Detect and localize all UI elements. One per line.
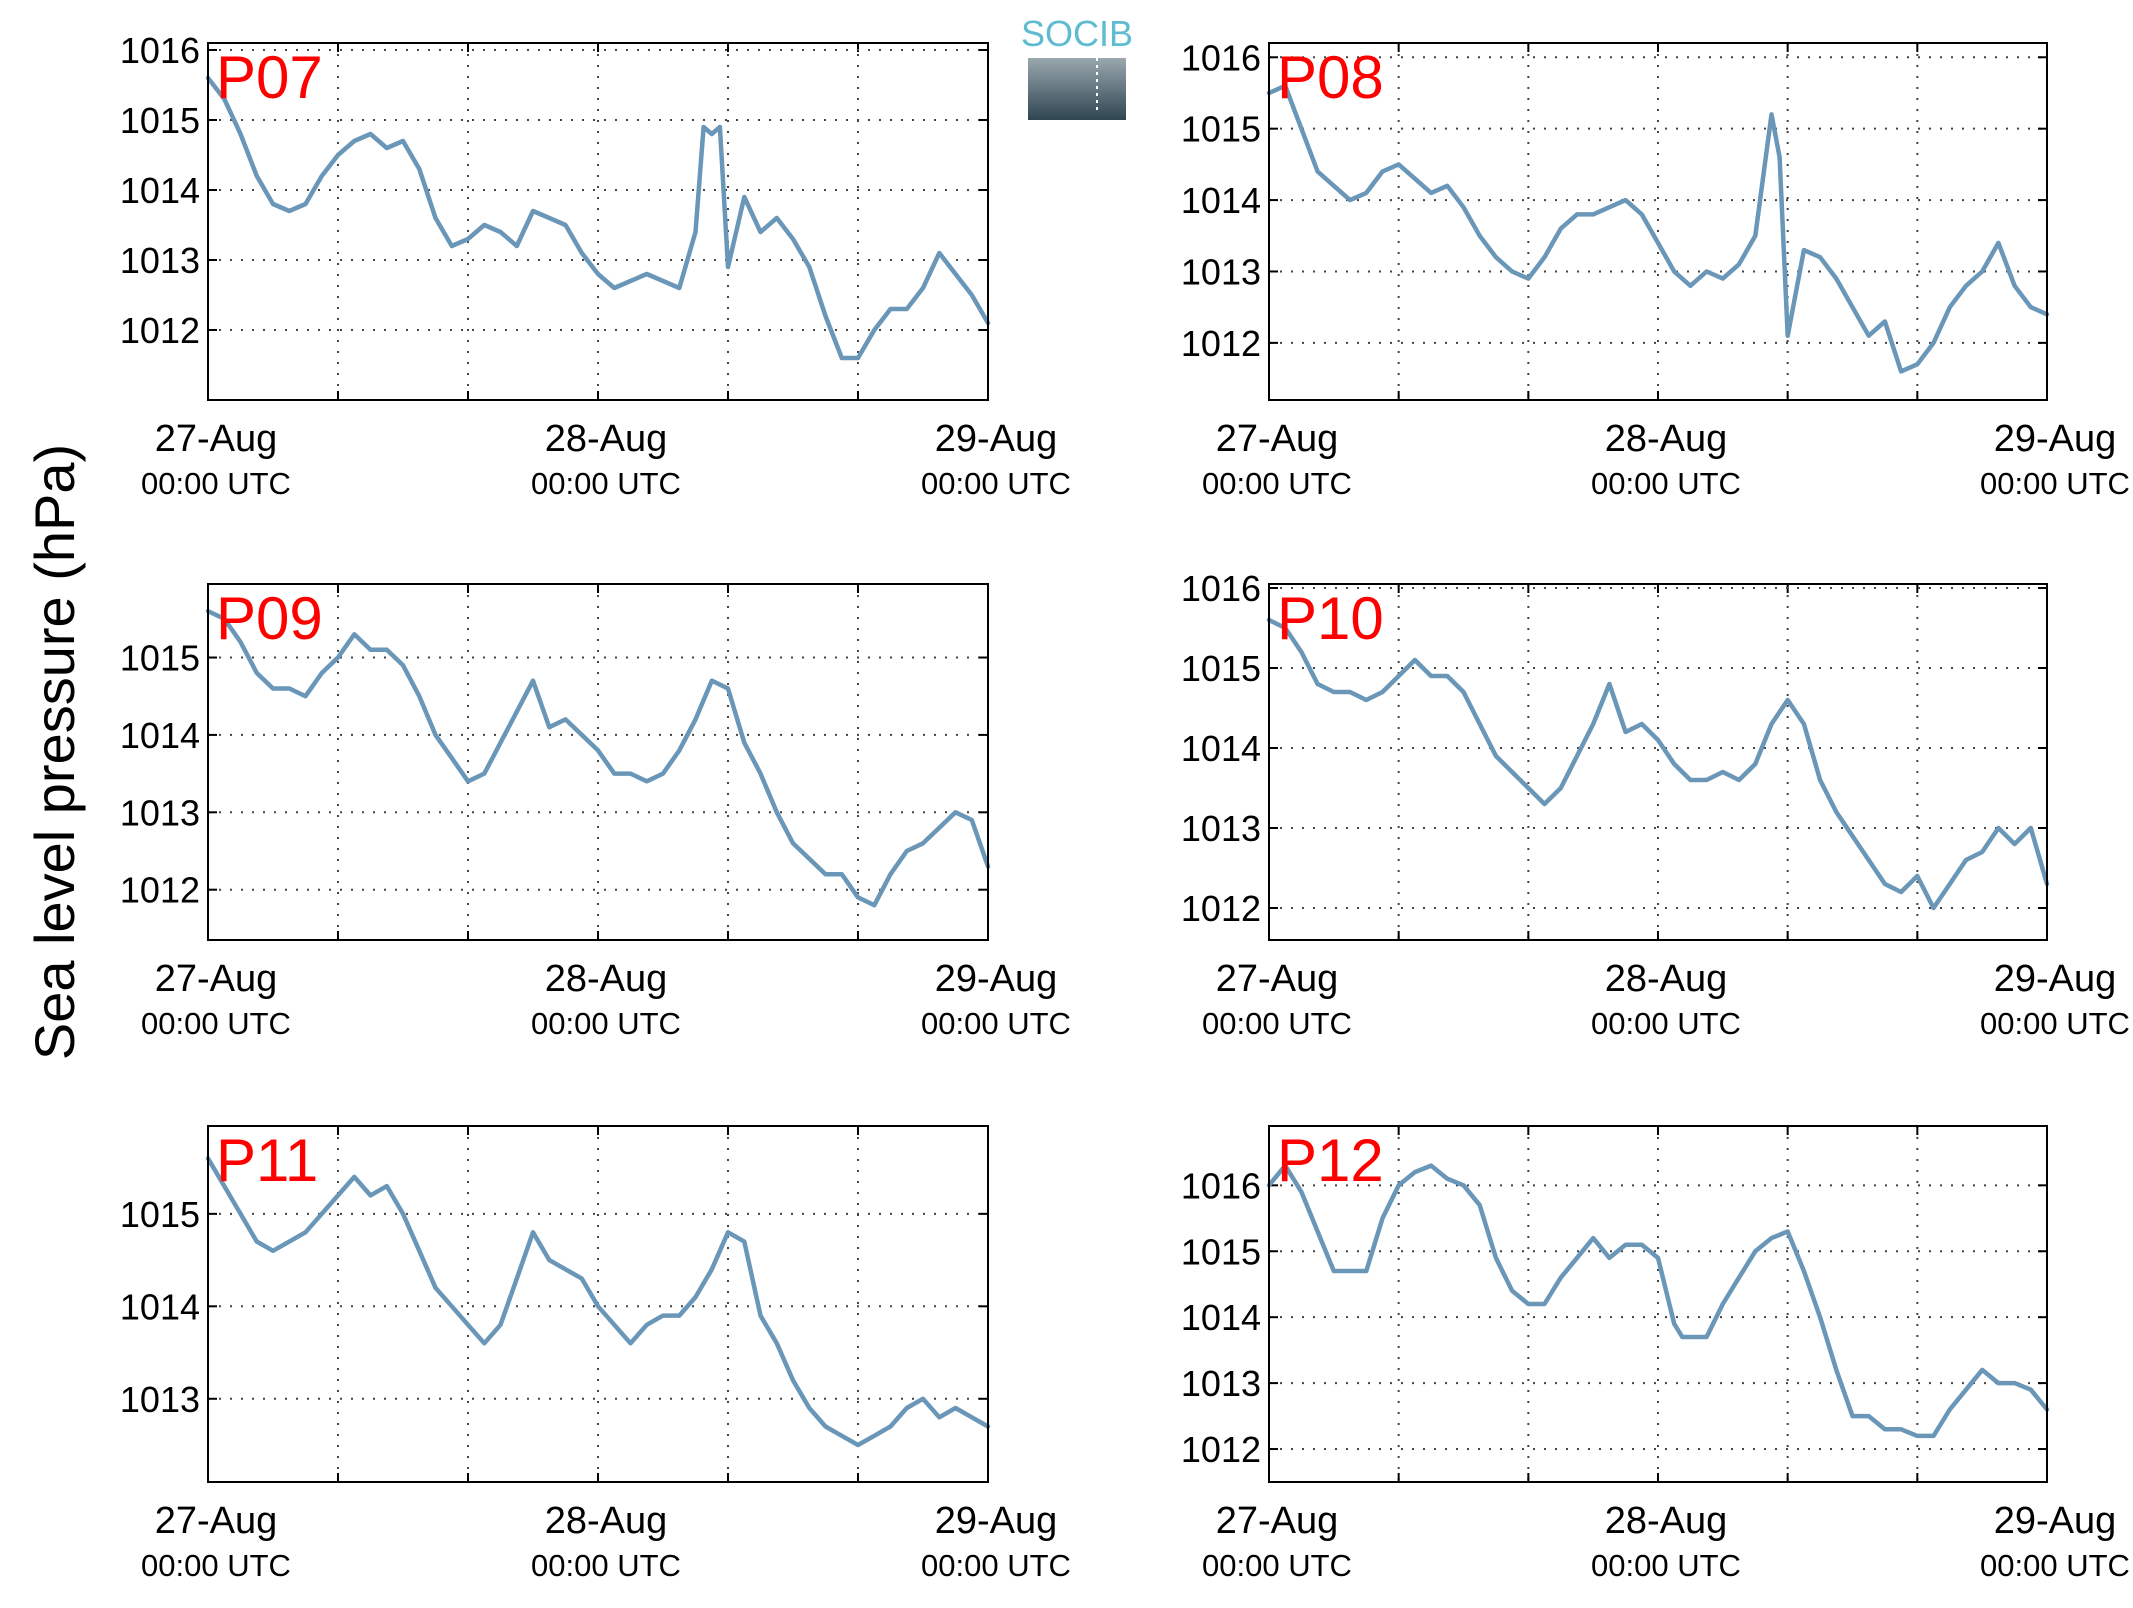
y-tick-label: 1014: [120, 170, 200, 211]
series-line-p09: [205, 608, 991, 908]
panels: 1012 1013 1014 1015 1016 27-Aug 00:00 UTC 28-Au…: [120, 30, 2130, 1583]
plot-frame: [207, 1125, 989, 1483]
x-tick-sublabel: 00:00 UTC: [531, 1548, 681, 1583]
x-tick-sublabel: 00:00 UTC: [531, 1006, 681, 1041]
y-tick-label: 1015: [1181, 648, 1261, 689]
series-line-p10: [1266, 617, 2050, 911]
y-tick-label: 1014: [1181, 1297, 1261, 1338]
chart-panel-p11: 1013 1014 1015 27-Aug 00:00 UTC 28-Aug 00:00 U…: [120, 1125, 1071, 1583]
x-tick-sublabel: 00:00 UTC: [141, 1548, 291, 1583]
y-tick-label: 1012: [1181, 1429, 1261, 1470]
y-tick-label: 1014: [1181, 728, 1261, 769]
panel-title: P09: [216, 585, 323, 652]
x-tick-label: 27-Aug: [155, 1500, 278, 1542]
chart-panel-p08: 1012 1013 1014 1015 1016 27-Aug 00:00 UTC 28-Au…: [1181, 37, 2130, 501]
y-tick-label: 1012: [1181, 323, 1261, 364]
panel-title: P10: [1277, 585, 1384, 652]
panel-title: P08: [1277, 44, 1384, 111]
y-tick-label: 1013: [120, 240, 200, 281]
x-tick-label: 29-Aug: [1994, 958, 2117, 1000]
panel-title: P12: [1277, 1127, 1384, 1194]
x-tick-sublabel: 00:00 UTC: [1202, 1006, 1352, 1041]
x-tick-label: 28-Aug: [1605, 958, 1728, 1000]
x-tick-label: 29-Aug: [1994, 418, 2117, 460]
x-tick-sublabel: 00:00 UTC: [1591, 466, 1741, 501]
plot-frame: [1268, 583, 2048, 941]
x-tick-label: 29-Aug: [935, 1500, 1058, 1542]
plot-frame: [1268, 42, 2048, 401]
chart-panel-p10: 1012 1013 1014 1015 1016 27-Aug 00:00 UTC 28-Au…: [1181, 568, 2130, 1041]
logo-text: SOCIB: [1021, 13, 1133, 54]
panel-title: P11: [216, 1127, 318, 1194]
y-tick-label: 1014: [120, 715, 200, 756]
plot-frame: [1268, 1125, 2048, 1483]
y-tick-label: 1015: [120, 638, 200, 679]
y-axis-label: Sea level pressure (hPa): [23, 444, 86, 1060]
x-tick-label: 28-Aug: [545, 418, 668, 460]
y-tick-label: 1016: [1181, 568, 1261, 609]
x-tick-sublabel: 00:00 UTC: [1980, 1548, 2130, 1583]
x-tick-label: 28-Aug: [1605, 418, 1728, 460]
y-tick-label: 1016: [1181, 1165, 1261, 1206]
series-line-p07: [205, 75, 991, 361]
x-tick-sublabel: 00:00 UTC: [1202, 466, 1352, 501]
y-tick-label: 1016: [120, 30, 200, 71]
series-line-p08: [1266, 83, 2050, 374]
y-tick-label: 1015: [120, 100, 200, 141]
x-tick-sublabel: 00:00 UTC: [531, 466, 681, 501]
plot-frame: [207, 42, 989, 401]
x-tick-label: 29-Aug: [1994, 1500, 2117, 1542]
series-line-p12: [1266, 1163, 2050, 1439]
socib-logo: SOCIB: [1021, 13, 1133, 120]
y-tick-label: 1013: [120, 1379, 200, 1420]
y-tick-label: 1015: [1181, 109, 1261, 150]
x-tick-sublabel: 00:00 UTC: [141, 466, 291, 501]
logo-block: [1028, 58, 1126, 120]
x-tick-label: 27-Aug: [1216, 418, 1339, 460]
x-tick-sublabel: 00:00 UTC: [1591, 1548, 1741, 1583]
y-tick-label: 1014: [1181, 180, 1261, 221]
x-tick-sublabel: 00:00 UTC: [921, 1548, 1071, 1583]
x-tick-sublabel: 00:00 UTC: [1980, 1006, 2130, 1041]
x-tick-sublabel: 00:00 UTC: [1591, 1006, 1741, 1041]
x-tick-label: 28-Aug: [1605, 1500, 1728, 1542]
y-tick-label: 1013: [1181, 808, 1261, 849]
chart-panel-p07: 1012 1013 1014 1015 1016 27-Aug 00:00 UTC 28-Au…: [120, 30, 1071, 501]
x-tick-sublabel: 00:00 UTC: [1980, 466, 2130, 501]
x-tick-label: 27-Aug: [1216, 958, 1339, 1000]
y-tick-label: 1014: [120, 1286, 200, 1327]
y-tick-label: 1016: [1181, 37, 1261, 78]
y-tick-label: 1012: [120, 870, 200, 911]
y-tick-label: 1015: [120, 1194, 200, 1235]
x-tick-label: 28-Aug: [545, 958, 668, 1000]
chart-panel-p12: 1012 1013 1014 1015 1016 27-Aug 00:00 UTC 28-Au…: [1181, 1125, 2130, 1583]
x-tick-label: 29-Aug: [935, 418, 1058, 460]
y-tick-label: 1012: [1181, 888, 1261, 929]
x-tick-label: 28-Aug: [545, 1500, 668, 1542]
panel-title: P07: [216, 44, 323, 111]
x-tick-label: 29-Aug: [935, 958, 1058, 1000]
x-tick-sublabel: 00:00 UTC: [921, 466, 1071, 501]
series-line-p11: [205, 1156, 991, 1448]
y-tick-label: 1013: [120, 792, 200, 833]
y-tick-label: 1013: [1181, 251, 1261, 292]
x-tick-sublabel: 00:00 UTC: [1202, 1548, 1352, 1583]
x-tick-sublabel: 00:00 UTC: [141, 1006, 291, 1041]
y-tick-label: 1015: [1181, 1231, 1261, 1272]
chart-panel-p09: 1012 1013 1014 1015 27-Aug 00:00 UTC 28-Aug 00:…: [120, 583, 1071, 1041]
x-tick-sublabel: 00:00 UTC: [921, 1006, 1071, 1041]
x-tick-label: 27-Aug: [1216, 1500, 1339, 1542]
plot-frame: [207, 583, 989, 941]
y-tick-label: 1012: [120, 310, 200, 351]
y-tick-label: 1013: [1181, 1363, 1261, 1404]
x-tick-label: 27-Aug: [155, 958, 278, 1000]
x-tick-label: 27-Aug: [155, 418, 278, 460]
